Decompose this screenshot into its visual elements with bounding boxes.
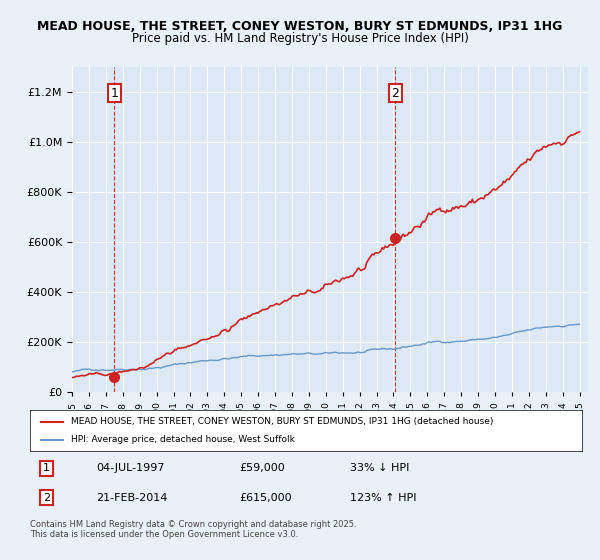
Text: £615,000: £615,000 [240, 493, 292, 503]
Text: Contains HM Land Registry data © Crown copyright and database right 2025.
This d: Contains HM Land Registry data © Crown c… [30, 520, 356, 539]
Text: 33% ↓ HPI: 33% ↓ HPI [350, 463, 410, 473]
Text: MEAD HOUSE, THE STREET, CONEY WESTON, BURY ST EDMUNDS, IP31 1HG (detached house): MEAD HOUSE, THE STREET, CONEY WESTON, BU… [71, 417, 494, 426]
Text: Price paid vs. HM Land Registry's House Price Index (HPI): Price paid vs. HM Land Registry's House … [131, 32, 469, 45]
Text: 2: 2 [43, 493, 50, 503]
Text: 21-FEB-2014: 21-FEB-2014 [96, 493, 167, 503]
Text: 04-JUL-1997: 04-JUL-1997 [96, 463, 165, 473]
Text: MEAD HOUSE, THE STREET, CONEY WESTON, BURY ST EDMUNDS, IP31 1HG: MEAD HOUSE, THE STREET, CONEY WESTON, BU… [37, 20, 563, 32]
Text: 1: 1 [43, 463, 50, 473]
Text: HPI: Average price, detached house, West Suffolk: HPI: Average price, detached house, West… [71, 435, 295, 444]
Text: 1: 1 [110, 87, 118, 100]
Text: £59,000: £59,000 [240, 463, 286, 473]
Text: 123% ↑ HPI: 123% ↑ HPI [350, 493, 416, 503]
Text: 2: 2 [392, 87, 400, 100]
